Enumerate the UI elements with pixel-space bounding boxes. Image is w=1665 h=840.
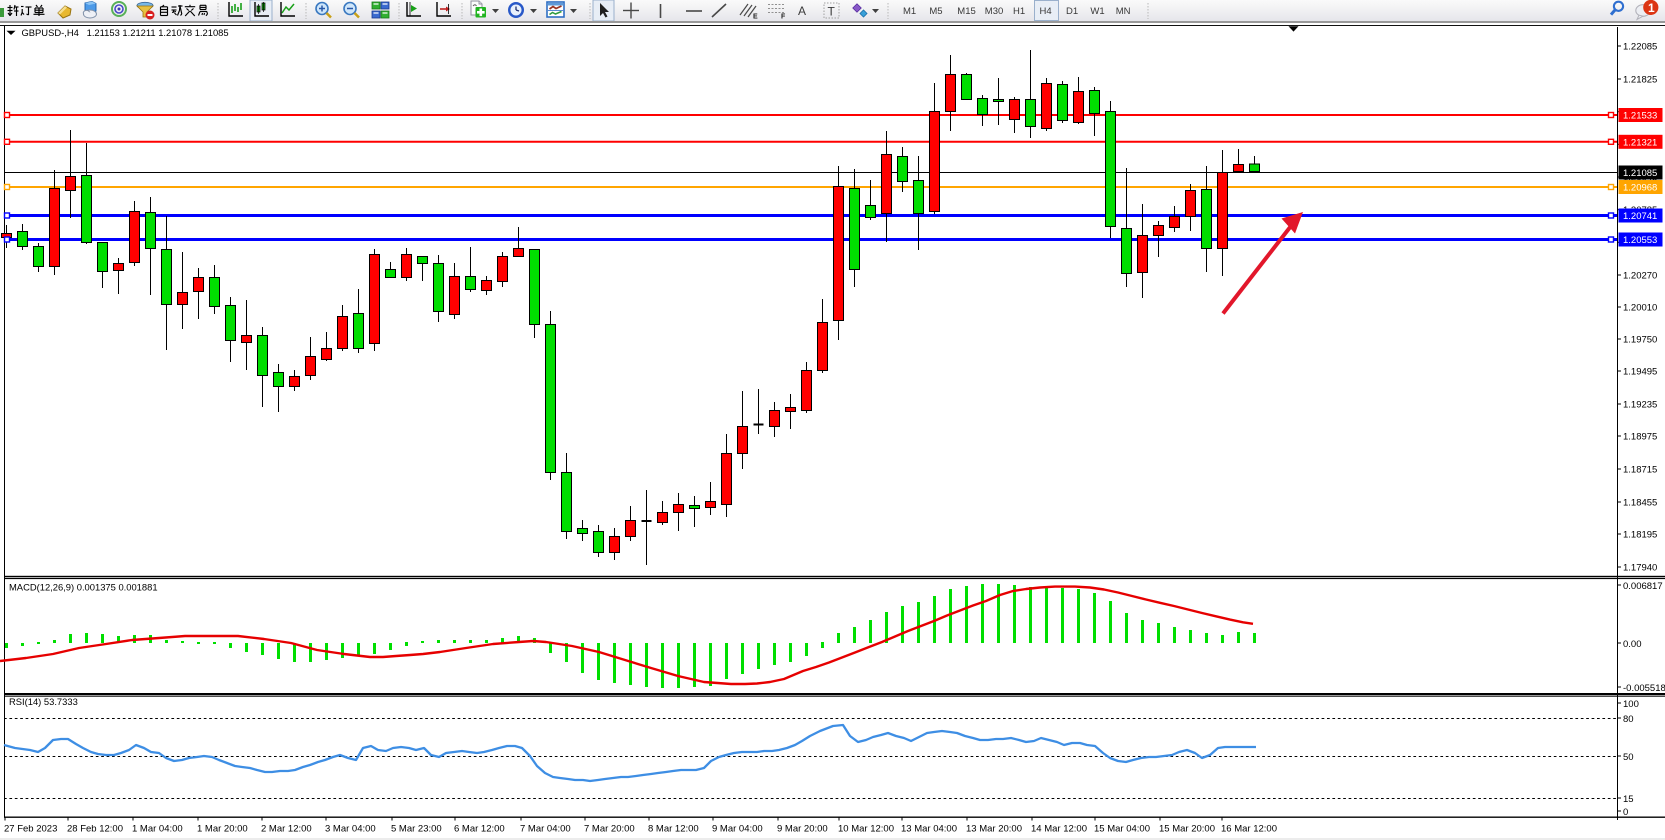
svg-text:9 Mar 20:00: 9 Mar 20:00 bbox=[777, 824, 828, 835]
svg-text:27 Feb 2023: 27 Feb 2023 bbox=[4, 824, 57, 835]
svg-text:1: 1 bbox=[1648, 1, 1655, 15]
svg-text:F: F bbox=[781, 14, 786, 21]
svg-text:D1: D1 bbox=[1066, 6, 1078, 17]
svg-text:RSI(14) 53.7333: RSI(14) 53.7333 bbox=[9, 696, 78, 707]
svg-text:M5: M5 bbox=[929, 6, 942, 17]
svg-text:15: 15 bbox=[1623, 794, 1634, 805]
svg-text:6 Mar 12:00: 6 Mar 12:00 bbox=[454, 824, 505, 835]
svg-text:1.21825: 1.21825 bbox=[1623, 75, 1657, 86]
svg-text:15 Mar 04:00: 15 Mar 04:00 bbox=[1094, 824, 1150, 835]
svg-text:GBPUSD-,H4 1.21153 1.21211 1: GBPUSD-,H4 1.21153 1.21211 1.21078 1.210… bbox=[22, 27, 229, 38]
svg-text:13 Mar 04:00: 13 Mar 04:00 bbox=[901, 824, 957, 835]
svg-text:100: 100 bbox=[1623, 699, 1639, 710]
svg-text:7 Mar 04:00: 7 Mar 04:00 bbox=[520, 824, 571, 835]
svg-text:1.21085: 1.21085 bbox=[1623, 168, 1657, 179]
svg-text:16 Mar 12:00: 16 Mar 12:00 bbox=[1221, 824, 1277, 835]
svg-text:5 Mar 23:00: 5 Mar 23:00 bbox=[391, 824, 442, 835]
svg-text:1.18195: 1.18195 bbox=[1623, 530, 1657, 541]
svg-text:8 Mar 12:00: 8 Mar 12:00 bbox=[648, 824, 699, 835]
svg-text:1.17940: 1.17940 bbox=[1623, 563, 1657, 574]
svg-text:0.006817: 0.006817 bbox=[1623, 581, 1663, 592]
svg-text:1 Mar 04:00: 1 Mar 04:00 bbox=[132, 824, 183, 835]
svg-text:28 Feb 12:00: 28 Feb 12:00 bbox=[67, 824, 123, 835]
svg-text:80: 80 bbox=[1623, 714, 1634, 725]
svg-text:1.18715: 1.18715 bbox=[1623, 465, 1657, 476]
svg-text:1 Mar 20:00: 1 Mar 20:00 bbox=[197, 824, 248, 835]
svg-text:3 Mar 04:00: 3 Mar 04:00 bbox=[325, 824, 376, 835]
svg-text:1.18455: 1.18455 bbox=[1623, 498, 1657, 509]
svg-text:1.22085: 1.22085 bbox=[1623, 42, 1657, 53]
svg-text:1.19235: 1.19235 bbox=[1623, 400, 1657, 411]
svg-text:E: E bbox=[753, 14, 758, 21]
svg-text:M1: M1 bbox=[903, 6, 916, 17]
svg-text:MACD(12,26,9) 0.001375 0.00188: MACD(12,26,9) 0.001375 0.001881 bbox=[9, 582, 158, 593]
svg-text:MN: MN bbox=[1116, 6, 1131, 17]
svg-text:1.20553: 1.20553 bbox=[1623, 235, 1657, 246]
svg-text:H4: H4 bbox=[1040, 6, 1052, 17]
svg-text:0.00: 0.00 bbox=[1623, 639, 1642, 650]
svg-text:A: A bbox=[798, 4, 806, 18]
svg-text:1.19750: 1.19750 bbox=[1623, 335, 1657, 346]
svg-text:50: 50 bbox=[1623, 752, 1634, 763]
svg-text:1.20270: 1.20270 bbox=[1623, 271, 1657, 282]
svg-text:14 Mar 12:00: 14 Mar 12:00 bbox=[1031, 824, 1087, 835]
svg-text:1.19495: 1.19495 bbox=[1623, 367, 1657, 378]
svg-text:H1: H1 bbox=[1013, 6, 1025, 17]
svg-text:W1: W1 bbox=[1090, 6, 1104, 17]
svg-text:1.20968: 1.20968 bbox=[1623, 183, 1657, 194]
svg-text:1.21321: 1.21321 bbox=[1623, 137, 1657, 148]
svg-text:10 Mar 12:00: 10 Mar 12:00 bbox=[838, 824, 894, 835]
svg-text:1.20741: 1.20741 bbox=[1623, 211, 1657, 222]
svg-text:13 Mar 20:00: 13 Mar 20:00 bbox=[966, 824, 1022, 835]
svg-text:1.21533: 1.21533 bbox=[1623, 111, 1657, 122]
svg-text:T: T bbox=[828, 5, 836, 19]
svg-text:M15: M15 bbox=[957, 6, 975, 17]
svg-text:7 Mar 20:00: 7 Mar 20:00 bbox=[584, 824, 635, 835]
svg-text:0: 0 bbox=[1623, 807, 1628, 818]
svg-text:1.18975: 1.18975 bbox=[1623, 432, 1657, 443]
svg-text:9 Mar 04:00: 9 Mar 04:00 bbox=[712, 824, 763, 835]
svg-text:15 Mar 20:00: 15 Mar 20:00 bbox=[1159, 824, 1215, 835]
svg-text:M30: M30 bbox=[985, 6, 1003, 17]
svg-text:2 Mar 12:00: 2 Mar 12:00 bbox=[261, 824, 312, 835]
svg-text:-0.005518: -0.005518 bbox=[1623, 683, 1665, 694]
svg-text:1.20010: 1.20010 bbox=[1623, 303, 1657, 314]
